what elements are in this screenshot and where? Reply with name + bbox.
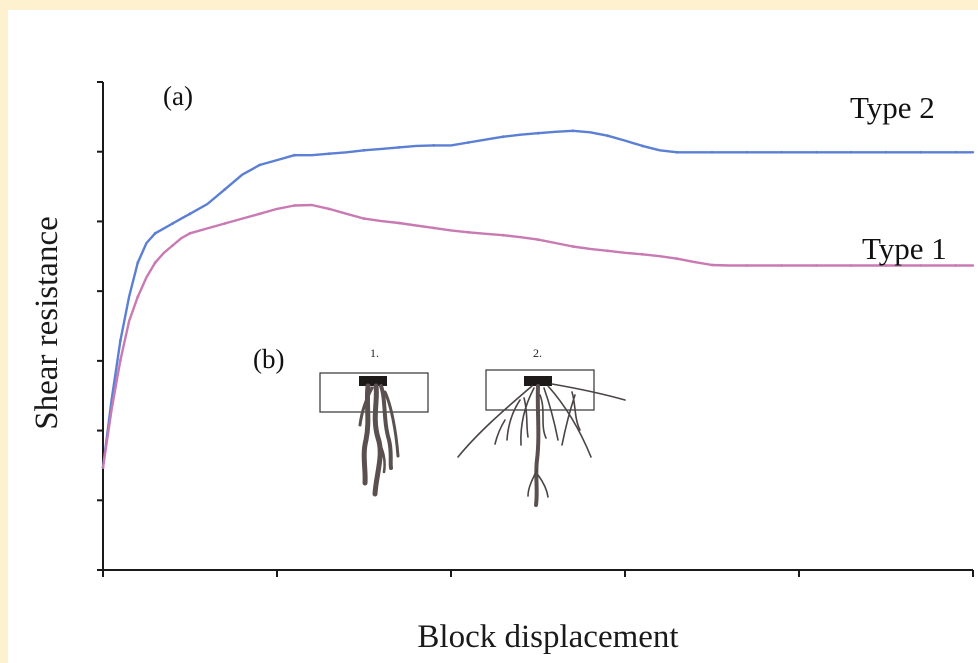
data-point [606, 249, 609, 253]
data-point [919, 150, 923, 154]
data-point [293, 153, 296, 157]
x-axis-label: Block displacement [417, 619, 678, 655]
data-point [849, 150, 853, 154]
data-point [641, 252, 644, 256]
data-point [119, 339, 122, 342]
data-point [919, 264, 923, 267]
root-strand [561, 394, 576, 446]
data-point [258, 163, 261, 167]
y-ticks [97, 81, 103, 571]
root-strand [543, 387, 559, 441]
data-point [397, 146, 401, 149]
data-point [188, 231, 192, 235]
data-point [571, 129, 575, 133]
root-type-2-sketch: 2. [457, 346, 626, 507]
data-point [362, 217, 366, 221]
data-point [293, 204, 296, 207]
axes [97, 81, 974, 577]
root-strand [571, 391, 581, 431]
data-point [954, 264, 957, 267]
root-type-1-number: 1. [370, 346, 379, 360]
root-strand [539, 394, 547, 439]
root-strand [379, 384, 393, 470]
series-line-type-1 [101, 203, 975, 469]
stem-block-1 [359, 376, 387, 386]
root-strand [520, 387, 535, 446]
data-point [536, 131, 540, 135]
data-point [571, 245, 575, 248]
data-point [675, 150, 679, 154]
data-point [119, 358, 122, 362]
series-layer [101, 129, 975, 469]
data-point [258, 212, 261, 216]
root-strand [506, 399, 521, 441]
data-point [171, 244, 175, 247]
root-strand [523, 397, 529, 438]
data-point [327, 152, 331, 156]
data-point [536, 238, 540, 242]
data-point [327, 207, 331, 211]
data-point [815, 264, 818, 267]
data-point [467, 141, 470, 144]
data-point [171, 222, 175, 225]
data-point [675, 257, 679, 261]
data-point [362, 148, 366, 152]
data-point [136, 295, 140, 299]
data-point [780, 150, 783, 154]
data-point [710, 150, 714, 154]
root-strand [537, 474, 549, 498]
data-point [501, 135, 505, 139]
root-strand [551, 383, 626, 401]
data-point [223, 222, 227, 225]
series-label-type-1: Type 1 [862, 231, 947, 266]
y-axis-label: Shear resistance [29, 216, 65, 430]
data-point [745, 150, 749, 154]
inset-root-diagram: (b) 1. 2. [253, 344, 626, 507]
x-ticks [102, 570, 974, 577]
root-strand [494, 419, 506, 445]
data-point [501, 233, 505, 237]
data-point [136, 261, 140, 264]
data-point [745, 264, 749, 267]
root-strand [358, 386, 374, 427]
series-label-type-2: Type 2 [850, 90, 935, 125]
data-point [641, 144, 644, 148]
soil-block-2 [485, 369, 595, 411]
data-point [397, 221, 401, 225]
data-point [884, 264, 888, 267]
data-point [954, 150, 957, 154]
panel-label-a: (a) [163, 81, 193, 111]
data-point [467, 230, 470, 234]
data-point [849, 264, 853, 267]
inset-label-b: (b) [253, 344, 284, 374]
root-strand [457, 385, 533, 458]
root-strand [547, 385, 592, 458]
data-point [223, 188, 227, 191]
series-line-type-2 [101, 129, 975, 469]
data-point [153, 231, 157, 235]
root-type-2-number: 2. [533, 346, 542, 360]
data-point [432, 144, 435, 147]
root-type-1-sketch: 1. [319, 346, 429, 497]
plot-panel-background [8, 10, 978, 663]
root-strand [376, 438, 386, 474]
root-strand [527, 469, 538, 497]
data-point [780, 264, 783, 267]
data-point [188, 212, 192, 216]
data-point [884, 150, 888, 154]
data-point [710, 263, 714, 267]
root-strand [534, 384, 541, 507]
root-strand [383, 390, 400, 458]
data-point [815, 150, 818, 154]
data-point [101, 466, 105, 469]
data-point [606, 134, 609, 138]
data-point [432, 226, 435, 230]
data-point [153, 261, 157, 264]
stem-block-2 [524, 376, 552, 386]
root-strand [372, 383, 383, 497]
